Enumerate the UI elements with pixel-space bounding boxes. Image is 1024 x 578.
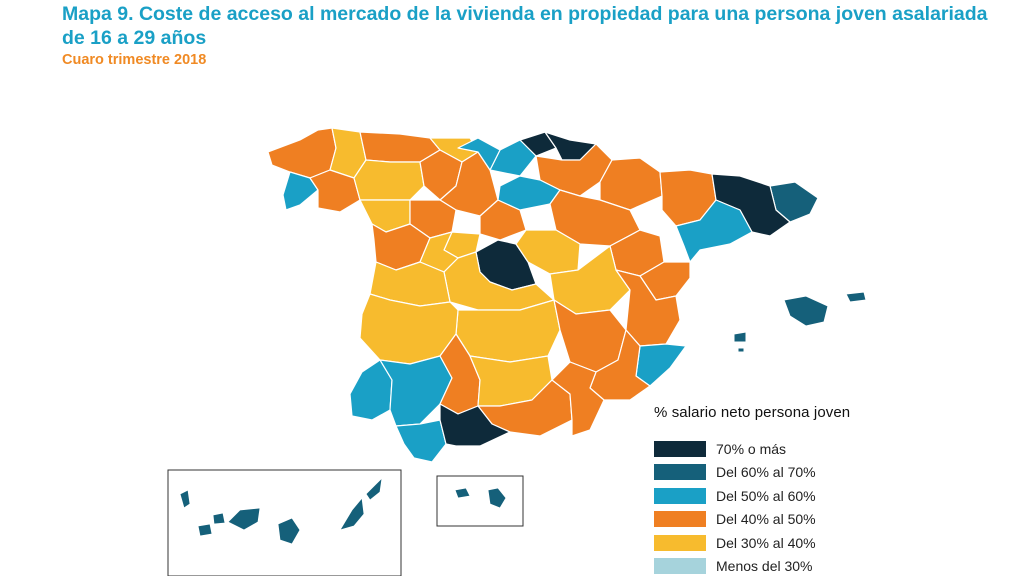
legend-swatch [654, 464, 706, 480]
legend-label: Menos del 30% [716, 558, 813, 574]
region-huesca [600, 158, 662, 210]
ceuta-melilla-inset-frame [437, 476, 523, 526]
legend-swatch [654, 535, 706, 551]
region-lanzarote [366, 478, 382, 500]
region-el-hierro [198, 524, 212, 536]
legend-swatch [654, 558, 706, 574]
region-la-palma [180, 490, 190, 508]
region-melilla [488, 488, 506, 508]
region-a-coruna [268, 128, 336, 178]
region-ceuta [455, 488, 470, 498]
legend-item: Del 30% al 40% [654, 531, 954, 555]
ceuta-melilla [455, 488, 506, 508]
canary-islands [180, 478, 382, 544]
legend-swatch [654, 511, 706, 527]
legend-label: Del 60% al 70% [716, 464, 816, 480]
region-formentera [738, 348, 744, 352]
legend-label: Del 40% al 50% [716, 511, 816, 527]
legend: % salario neto persona joven 70% o más D… [654, 404, 954, 578]
region-mallorca [784, 296, 828, 326]
region-la-gomera [213, 513, 225, 524]
region-ibiza [734, 332, 746, 342]
legend-swatch [654, 441, 706, 457]
region-fuerteventura [340, 498, 364, 530]
legend-item: Del 60% al 70% [654, 461, 954, 485]
legend-item: Del 50% al 60% [654, 484, 954, 508]
legend-label: Del 30% al 40% [716, 535, 816, 551]
region-cadiz [396, 420, 446, 462]
region-menorca [846, 292, 866, 302]
region-leon [354, 160, 424, 200]
legend-label: Del 50% al 60% [716, 488, 816, 504]
region-gran-canaria [278, 518, 300, 544]
legend-item: Del 40% al 50% [654, 508, 954, 532]
legend-swatch [654, 488, 706, 504]
region-alicante [636, 344, 686, 386]
legend-label: 70% o más [716, 441, 786, 457]
region-tenerife [228, 508, 260, 530]
legend-item: 70% o más [654, 437, 954, 461]
balearic-islands [734, 292, 866, 352]
legend-title: % salario neto persona joven [654, 404, 954, 421]
legend-item: Menos del 30% [654, 555, 954, 578]
